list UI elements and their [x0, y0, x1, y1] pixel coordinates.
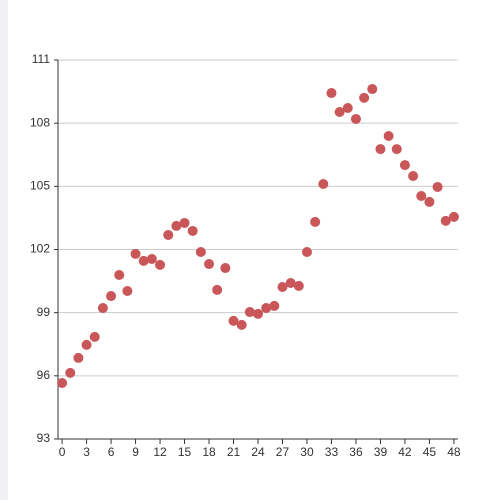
- point: [342, 103, 353, 114]
- point: [114, 269, 125, 280]
- point: [244, 307, 255, 318]
- x-tick-label: 6: [108, 445, 115, 459]
- point: [122, 285, 133, 296]
- x-tick-label: 15: [178, 445, 192, 459]
- point: [73, 352, 84, 363]
- point: [326, 88, 337, 99]
- point: [375, 144, 386, 155]
- point: [89, 331, 100, 342]
- point: [253, 308, 263, 319]
- point: [236, 319, 247, 330]
- point: [301, 247, 312, 258]
- x-tick-label: 0: [59, 445, 66, 459]
- point: [97, 303, 108, 314]
- point: [220, 263, 231, 274]
- x-tick-label: 12: [153, 445, 167, 459]
- x-tick-label: 39: [374, 445, 388, 459]
- x-tick-label: 18: [202, 445, 216, 459]
- point: [261, 303, 272, 314]
- point: [106, 291, 117, 302]
- y-tick-label: 111: [32, 52, 51, 66]
- y-tick-label: 96: [37, 368, 51, 382]
- point: [350, 113, 361, 124]
- x-tick-label: 27: [276, 445, 290, 459]
- x-tick-label: 30: [300, 445, 314, 459]
- point: [359, 92, 370, 103]
- point: [408, 171, 419, 182]
- point: [399, 160, 410, 171]
- point: [163, 229, 174, 240]
- x-tick-label: 21: [227, 445, 241, 459]
- point: [187, 225, 198, 236]
- point: [130, 248, 141, 259]
- point: [146, 253, 157, 264]
- point: [179, 217, 190, 228]
- point: [195, 247, 206, 258]
- point: [155, 259, 166, 270]
- point: [293, 280, 304, 291]
- x-tick-label: 3: [83, 445, 90, 459]
- y-tick-label: 93: [37, 431, 51, 445]
- point: [57, 377, 68, 388]
- point: [228, 315, 239, 326]
- point: [212, 284, 223, 295]
- x-tick-label: 48: [447, 445, 461, 459]
- point: [318, 179, 329, 190]
- point: [285, 277, 296, 288]
- y-tick-label: 108: [30, 115, 50, 129]
- point: [391, 144, 402, 155]
- x-tick-label: 42: [398, 445, 412, 459]
- point: [383, 131, 394, 142]
- y-tick-label: 99: [37, 305, 51, 319]
- point: [65, 367, 76, 378]
- y-tick-label: 102: [30, 242, 50, 256]
- x-tick-label: 36: [349, 445, 363, 459]
- side-strip: [0, 0, 8, 500]
- point: [424, 196, 435, 207]
- point: [269, 300, 280, 311]
- point: [310, 216, 321, 227]
- x-tick-label: 33: [325, 445, 339, 459]
- point: [334, 107, 345, 118]
- point: [432, 181, 443, 192]
- y-tick-label: 105: [30, 179, 50, 193]
- x-tick-label: 45: [423, 445, 437, 459]
- x-tick-label: 9: [132, 445, 139, 459]
- point: [277, 281, 288, 292]
- point: [416, 191, 427, 202]
- point: [448, 211, 459, 222]
- point: [367, 84, 378, 95]
- point: [138, 255, 149, 266]
- point: [204, 259, 215, 270]
- point: [440, 215, 451, 226]
- point: [171, 220, 182, 231]
- point: [81, 339, 92, 350]
- x-tick-label: 24: [251, 445, 265, 459]
